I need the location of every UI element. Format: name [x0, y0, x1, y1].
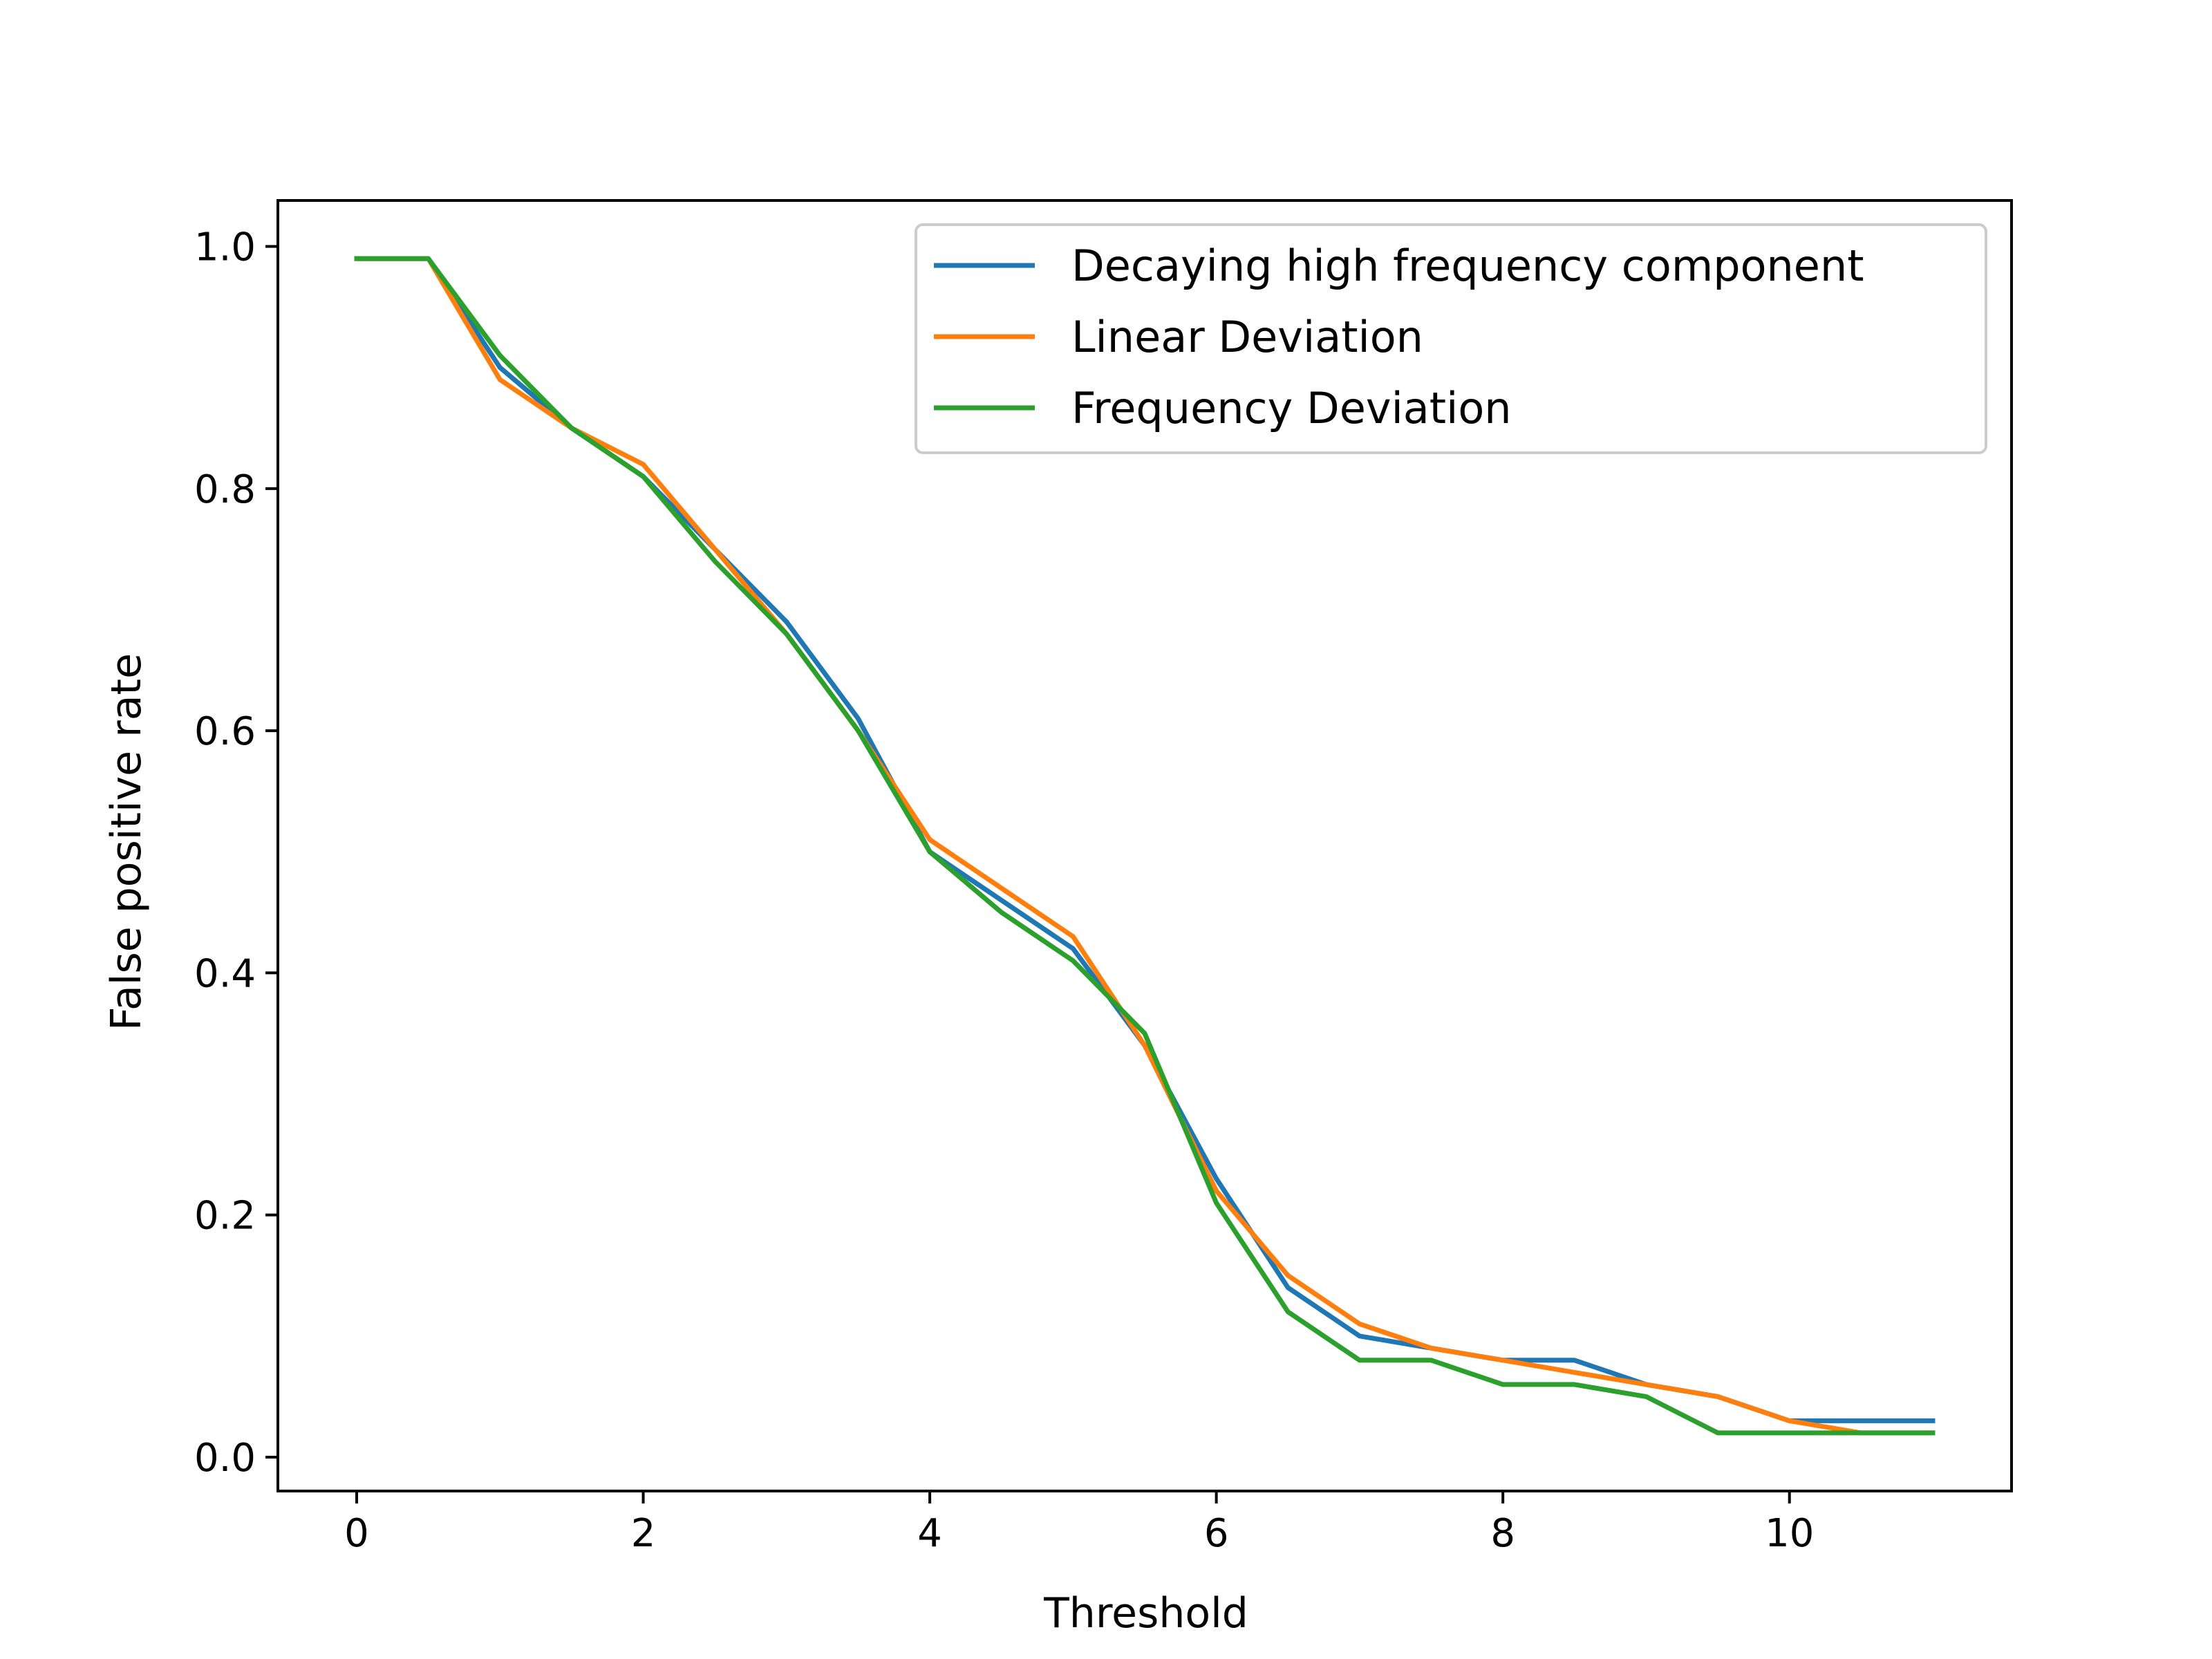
plot-area — [276, 199, 2013, 1492]
x-tick-label: 0 — [344, 1511, 369, 1556]
y-tick-label: 0.2 — [194, 1194, 256, 1239]
y-tick-label: 0.6 — [194, 709, 256, 754]
y-tick-label: 0.0 — [194, 1436, 256, 1481]
legend: Decaying high frequency component Linear … — [915, 223, 1987, 454]
series-line-2 — [354, 256, 1936, 1436]
legend-label: Linear Deviation — [1071, 312, 1423, 362]
plot-frame — [276, 199, 2013, 1492]
x-axis-title: Threshold — [1043, 1589, 1248, 1638]
x-tick-label: 8 — [1490, 1511, 1515, 1556]
legend-label: Frequency Deviation — [1071, 383, 1512, 433]
x-axis: 0 2 4 6 8 10 — [344, 1491, 1814, 1556]
x-tick-label: 4 — [917, 1511, 942, 1556]
legend-label: Decaying high frequency component — [1071, 241, 1864, 291]
y-axis: 0.0 0.2 0.4 0.6 0.8 1.0 — [194, 225, 278, 1481]
y-tick-label: 1.0 — [194, 225, 256, 270]
x-tick-label: 6 — [1204, 1511, 1229, 1556]
y-tick-label: 0.8 — [194, 467, 256, 512]
legend-box — [915, 223, 1987, 454]
x-tick-label: 10 — [1765, 1511, 1814, 1556]
y-tick-label: 0.4 — [194, 951, 256, 996]
x-tick-label: 2 — [631, 1511, 656, 1556]
y-axis-title: False positive rate — [102, 653, 151, 1031]
series-line-3 — [354, 256, 1936, 1436]
